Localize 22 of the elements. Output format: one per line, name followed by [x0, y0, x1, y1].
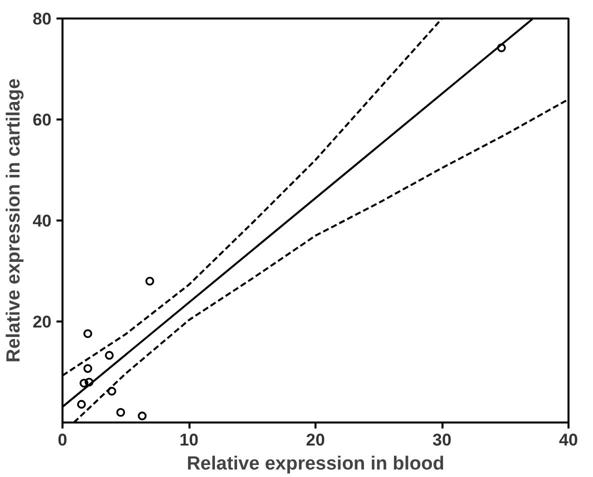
- point: [83, 329, 92, 338]
- point: [84, 378, 94, 386]
- point: [77, 400, 86, 409]
- point: [497, 43, 506, 52]
- x-tick-label: 0: [58, 430, 68, 450]
- x-tick-label: 10: [180, 430, 198, 450]
- y-tick-label: 60: [32, 110, 52, 130]
- y-axis-title: Relative expression in cartilage: [4, 78, 25, 363]
- point: [145, 276, 154, 286]
- x-tick-label: 30: [432, 430, 452, 450]
- point: [80, 378, 88, 388]
- point: [138, 412, 147, 420]
- x-tick-label: 20: [306, 430, 325, 450]
- y-tick-label: 80: [32, 10, 52, 28]
- point: [104, 350, 114, 360]
- point: [116, 408, 126, 417]
- x-tick-label: 40: [559, 430, 578, 450]
- y-tick-label: 40: [32, 212, 52, 230]
- point: [107, 386, 116, 396]
- point: [83, 364, 92, 373]
- y-tick-label: 20: [32, 312, 52, 332]
- x-axis-title: Relative expression in blood: [186, 454, 444, 474]
